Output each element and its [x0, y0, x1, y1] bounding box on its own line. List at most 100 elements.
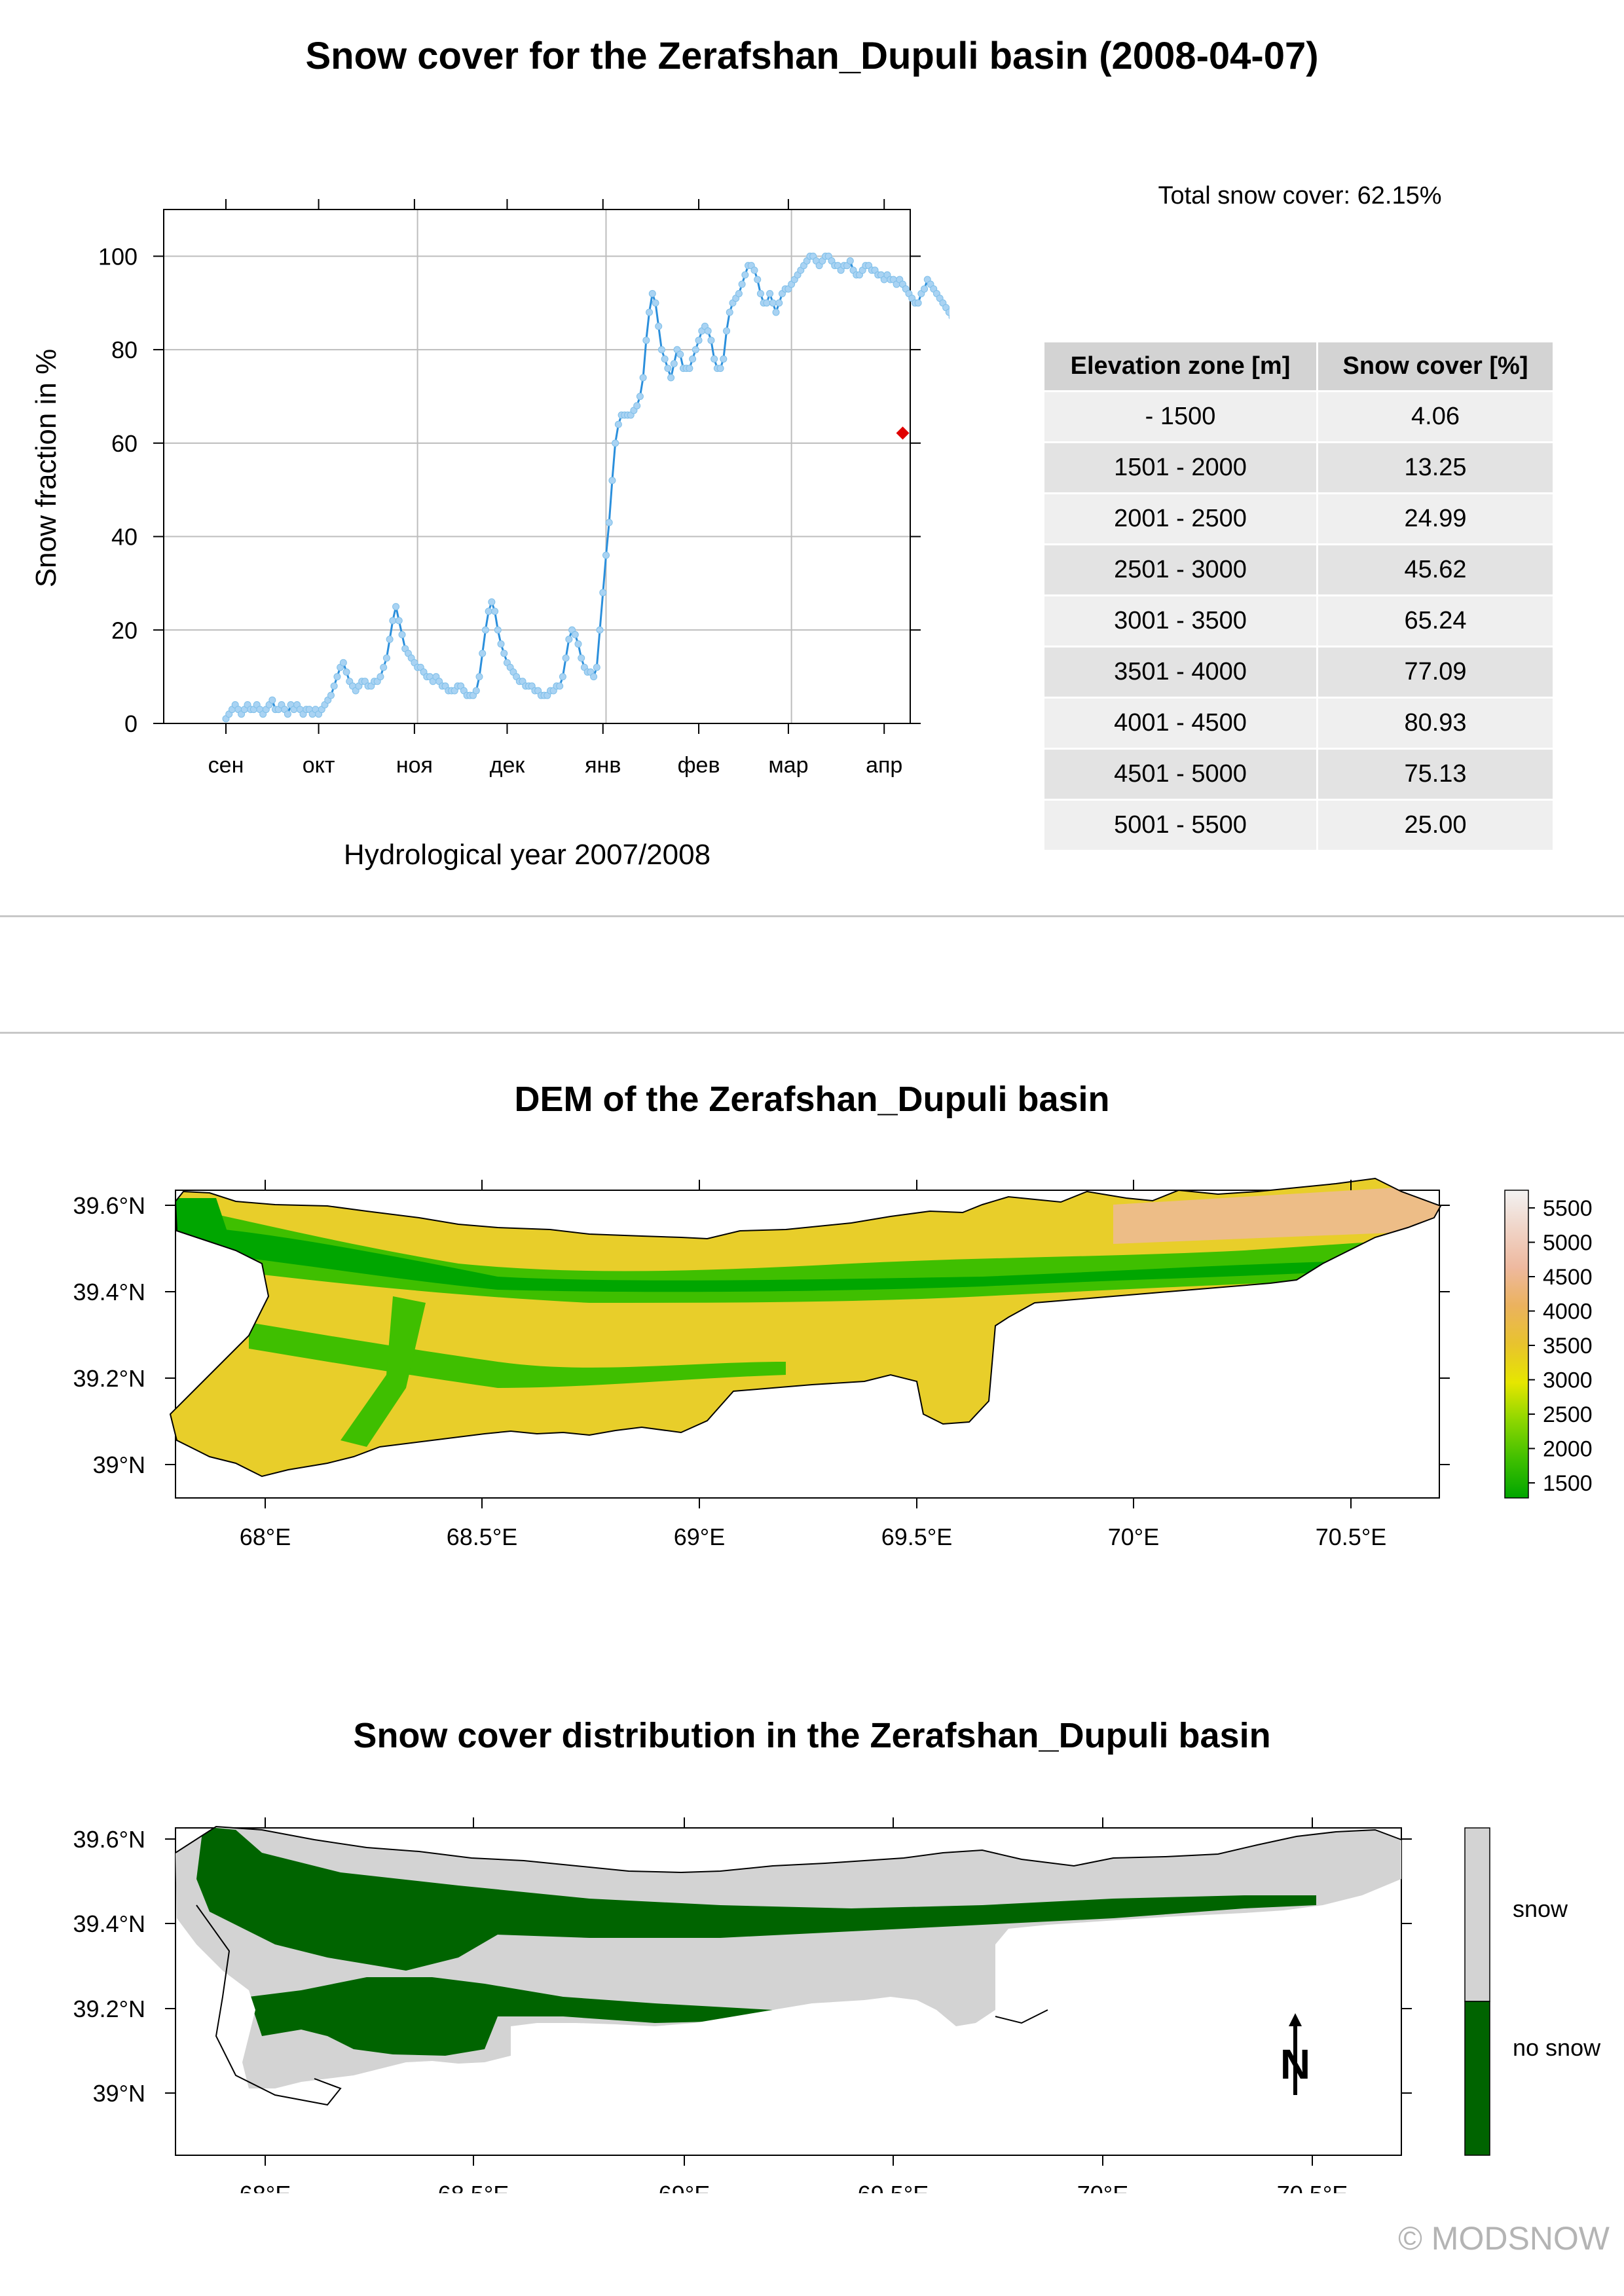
data-point — [657, 346, 665, 354]
data-point — [485, 608, 492, 615]
data-point — [646, 308, 654, 316]
table-row: 4001 - 4500 80.93 — [1044, 699, 1553, 748]
dem-title: DEM of the Zerafshan_Dupuli basin — [514, 1080, 1110, 1119]
elevation-zone-cell: 3001 - 3500 — [1044, 596, 1317, 646]
colorbar-label: 1500 — [1543, 1471, 1593, 1496]
data-point — [707, 337, 715, 344]
chart-axes: 0 20 40 60 80 100 сен окт ноя дек янв фев мар апр — [98, 199, 921, 778]
table-row: - 1500 4.06 — [1044, 392, 1553, 441]
y-tick-label: 40 — [111, 524, 138, 551]
snow-fraction-line — [225, 255, 950, 720]
data-point — [661, 355, 669, 363]
y-tick-label: 60 — [111, 430, 138, 457]
data-point — [695, 337, 703, 344]
x-tick-label: 70°E — [1077, 2181, 1128, 2193]
data-point — [395, 617, 403, 625]
data-point — [686, 365, 693, 373]
data-point — [642, 337, 650, 344]
data-point — [380, 663, 388, 671]
no-snow-area — [196, 1827, 1316, 1971]
dem-colorbar-labels: 1500 2000 2500 3000 3500 4000 4500 5000 5500 — [1528, 1196, 1593, 1496]
data-point — [846, 257, 854, 264]
y-tick-label: 39°N — [93, 1451, 145, 1478]
data-point — [639, 374, 647, 382]
data-point — [775, 299, 783, 307]
data-point — [389, 617, 397, 625]
x-tick-label: апр — [866, 753, 902, 778]
snow-cover-cell: 45.62 — [1318, 545, 1553, 594]
data-point — [488, 598, 496, 606]
data-point — [599, 589, 607, 596]
snow-cover-cell: 24.99 — [1318, 494, 1553, 543]
x-tick-label: дек — [490, 753, 526, 778]
dem-axes: 68°E 68.5°E 69°E 69.5°E 70°E 70.5°E 39°N 39.2°N… — [73, 1180, 1450, 1550]
elevation-zone-cell: 1501 - 2000 — [1044, 443, 1317, 492]
data-point — [741, 271, 749, 279]
snow-cover-cell: 75.13 — [1318, 750, 1553, 799]
data-point — [593, 663, 600, 671]
elevation-zone-cell: 5001 - 5500 — [1044, 801, 1317, 850]
data-point — [914, 299, 922, 307]
table-row: 2001 - 2500 24.99 — [1044, 494, 1553, 543]
colorbar-label: 5000 — [1543, 1231, 1593, 1256]
table-row: 3001 - 3500 65.24 — [1044, 596, 1553, 646]
current-date-marker — [896, 426, 910, 440]
x-tick-label: окт — [303, 753, 335, 778]
dem-colorbar — [1504, 1190, 1529, 1499]
dem-map: 68°E 68.5°E 69°E 69.5°E 70°E 70.5°E 39°N 39.2°N… — [73, 1177, 1593, 1550]
data-point — [769, 299, 777, 307]
data-point — [948, 314, 950, 319]
table-row: 1501 - 2000 13.25 — [1044, 443, 1553, 492]
elevation-zone-cell: 2001 - 2500 — [1044, 494, 1317, 543]
data-point — [921, 285, 929, 293]
elevation-zone-table: Elevation zone [m] Snow cover [%] - 1500… — [1043, 340, 1555, 852]
chart-grid — [164, 210, 910, 724]
data-point — [481, 626, 489, 634]
data-point — [945, 308, 950, 316]
data-point — [559, 673, 566, 681]
snow-basin-outline — [175, 1825, 1402, 2106]
colorbar-label: 5500 — [1543, 1196, 1593, 1221]
x-tick-label: 69°E — [674, 1523, 725, 1550]
table-row: 2501 - 3000 45.62 — [1044, 545, 1553, 594]
snow-fraction-points — [222, 252, 950, 723]
data-point — [735, 289, 743, 297]
x-tick-label: 69°E — [659, 2181, 710, 2193]
data-point — [377, 673, 384, 681]
y-tick-label: 39.2°N — [73, 1995, 145, 2022]
data-point — [608, 477, 616, 484]
elevation-zone-cell: 3501 - 4000 — [1044, 647, 1317, 697]
data-point — [756, 289, 764, 297]
snow-cover-cell: 77.09 — [1318, 647, 1553, 697]
legend-snow-label: snow — [1513, 1895, 1568, 1922]
data-point — [342, 668, 350, 676]
snow-cover-cell: 25.00 — [1318, 801, 1553, 850]
snow-cover-cell: 80.93 — [1318, 699, 1553, 748]
data-point — [475, 673, 483, 681]
y-tick-label: 39.4°N — [73, 1910, 145, 1937]
data-point — [763, 299, 771, 307]
data-point — [398, 630, 406, 638]
data-point — [330, 682, 338, 690]
data-point — [578, 654, 585, 662]
table-header-row: Elevation zone [m] Snow cover [%] — [1044, 342, 1553, 390]
data-point — [738, 280, 746, 288]
y-tick-label: 39.6°N — [73, 1826, 145, 1853]
chart-frame — [163, 209, 911, 724]
data-point — [590, 673, 598, 681]
legend-no-snow-label: no snow — [1513, 2034, 1601, 2061]
y-tick-label: 100 — [98, 243, 138, 270]
data-point — [716, 365, 724, 373]
data-point — [652, 299, 659, 307]
y-tick-label: 39°N — [93, 2080, 145, 2107]
x-tick-label: сен — [208, 753, 244, 778]
x-tick-label: мар — [768, 753, 808, 778]
data-point — [497, 640, 505, 648]
section-separator — [0, 1032, 1624, 1034]
y-tick-label: 80 — [111, 337, 138, 363]
legend-no-snow-swatch — [1464, 2001, 1490, 2156]
x-tick-label: 68°E — [240, 1523, 291, 1550]
highlight-point — [896, 426, 910, 440]
colorbar-label: 3000 — [1543, 1368, 1593, 1393]
data-point — [605, 519, 613, 526]
